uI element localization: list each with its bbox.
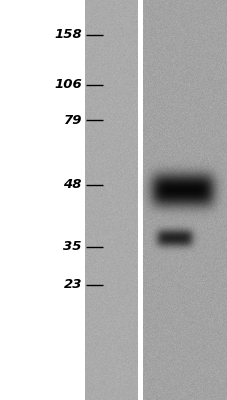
Text: 106: 106 — [54, 78, 82, 92]
Text: 158: 158 — [54, 28, 82, 42]
Text: 79: 79 — [63, 114, 82, 126]
Text: 23: 23 — [63, 278, 82, 292]
Text: 35: 35 — [63, 240, 82, 254]
Text: 48: 48 — [63, 178, 82, 192]
